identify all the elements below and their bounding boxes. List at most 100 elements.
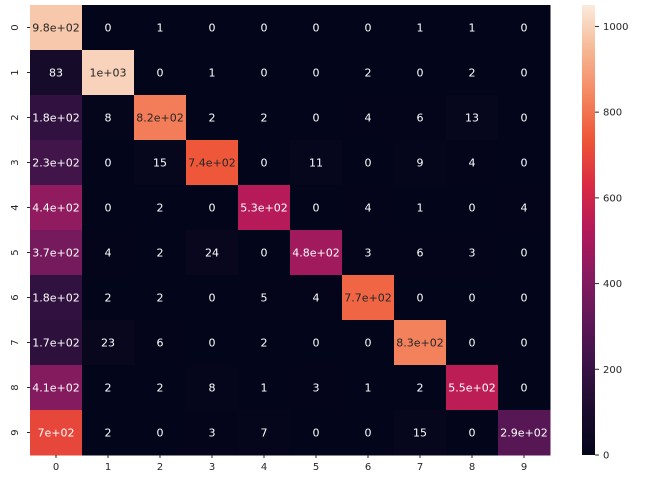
cell-r8-c1 [82, 365, 135, 411]
cell-r5-c6 [342, 230, 395, 276]
cell-label-r3-c2: 15 [153, 157, 167, 170]
cell-r6-c6 [342, 275, 395, 321]
cell-r3-c9 [498, 140, 551, 186]
cell-r1-c7 [394, 50, 447, 96]
cell-label-r6-c3: 0 [209, 292, 216, 305]
cell-label-r3-c3: 7.4e+02 [188, 157, 235, 170]
cell-label-r4-c0: 4.4e+02 [32, 202, 79, 215]
cell-label-r2-c5: 0 [313, 112, 320, 125]
cell-r9-c7 [394, 410, 447, 456]
cell-r9-c9 [498, 410, 551, 456]
cell-label-r8-c8: 5.5e+02 [448, 382, 495, 395]
cell-r7-c2 [134, 320, 187, 366]
cell-label-r2-c4: 2 [261, 112, 268, 125]
cell-r8-c4 [238, 365, 291, 411]
cell-r7-c5 [290, 320, 343, 366]
x-tick-label-6: 6 [365, 462, 371, 473]
cell-r2-c5 [290, 95, 343, 141]
colorbar-tick-label-3: 600 [603, 193, 622, 204]
colorbar-tick-label-4: 800 [603, 108, 622, 119]
colorbar-tick-label-1: 200 [603, 365, 622, 376]
x-tick-label-2: 2 [157, 462, 163, 473]
cell-r9-c6 [342, 410, 395, 456]
y-tick-label-1: 1 [10, 69, 21, 75]
cell-label-r2-c6: 4 [365, 112, 372, 125]
cell-label-r5-c6: 3 [365, 247, 372, 260]
cell-label-r9-c3: 3 [209, 427, 216, 440]
y-tick-label-8: 8 [10, 384, 21, 390]
cell-label-r7-c6: 0 [365, 337, 372, 350]
heatmap-cells [30, 5, 551, 456]
cell-label-r2-c7: 6 [417, 112, 424, 125]
cell-label-r7-c1: 23 [101, 337, 115, 350]
heatmap-annotations: 9.8e+02 0 1 0 0 0 0 1 1 083 1e+03 0 1 0 0 2 0 2 01.8e+02 8 8… [32, 22, 547, 440]
cell-r4-c0 [30, 185, 83, 231]
cell-r3-c0 [30, 140, 83, 186]
cell-r1-c0 [30, 50, 83, 96]
cell-label-r4-c1: 0 [105, 202, 112, 215]
cell-label-r5-c1: 4 [105, 247, 112, 260]
cell-r2-c6 [342, 95, 395, 141]
cell-r8-c8 [446, 365, 499, 411]
cell-label-r8-c1: 2 [105, 382, 112, 395]
cell-label-r6-c7: 0 [417, 292, 424, 305]
cell-label-r4-c2: 2 [157, 202, 164, 215]
cell-r4-c1 [82, 185, 135, 231]
cell-label-r8-c4: 1 [261, 382, 268, 395]
colorbar: 0 200 400 600 800 1000 [582, 5, 628, 462]
y-tick-label-7: 7 [10, 339, 21, 345]
cell-r5-c7 [394, 230, 447, 276]
cell-r1-c5 [290, 50, 343, 96]
cell-label-r9-c5: 0 [313, 427, 320, 440]
cell-label-r0-c9: 0 [521, 22, 528, 35]
cell-r1-c8 [446, 50, 499, 96]
cell-r2-c2 [134, 95, 187, 141]
x-tick-label-0: 0 [53, 462, 59, 473]
cell-r4-c3 [186, 185, 239, 231]
cell-r4-c7 [394, 185, 447, 231]
cell-label-r2-c1: 8 [105, 112, 112, 125]
cell-label-r1-c4: 0 [261, 67, 268, 80]
cell-label-r4-c9: 4 [521, 202, 528, 215]
cell-r2-c8 [446, 95, 499, 141]
cell-label-r8-c3: 8 [209, 382, 216, 395]
cell-r1-c3 [186, 50, 239, 96]
cell-r4-c6 [342, 185, 395, 231]
cell-label-r3-c6: 0 [365, 157, 372, 170]
cell-label-r7-c0: 1.7e+02 [32, 337, 79, 350]
cell-r7-c9 [498, 320, 551, 366]
cell-label-r1-c3: 1 [209, 67, 216, 80]
cell-r4-c4 [238, 185, 291, 231]
x-tick-label-7: 7 [417, 462, 423, 473]
cell-r5-c0 [30, 230, 83, 276]
x-tick-label-4: 4 [261, 462, 267, 473]
cell-label-r5-c3: 24 [205, 247, 219, 260]
cell-label-r0-c2: 1 [157, 22, 164, 35]
cell-r7-c8 [446, 320, 499, 366]
cell-r3-c1 [82, 140, 135, 186]
cell-r0-c3 [186, 5, 239, 51]
cell-label-r4-c5: 0 [313, 202, 320, 215]
cell-r6-c8 [446, 275, 499, 321]
cell-r1-c6 [342, 50, 395, 96]
cell-label-r2-c0: 1.8e+02 [32, 112, 79, 125]
cell-label-r8-c5: 3 [313, 382, 320, 395]
cell-r3-c3 [186, 140, 239, 186]
cell-r1-c2 [134, 50, 187, 96]
cell-label-r0-c8: 1 [469, 22, 476, 35]
cell-r8-c3 [186, 365, 239, 411]
cell-r7-c3 [186, 320, 239, 366]
cell-label-r1-c8: 2 [469, 67, 476, 80]
cell-r5-c2 [134, 230, 187, 276]
cell-label-r9-c6: 0 [365, 427, 372, 440]
colorbar-gradient [582, 5, 595, 455]
cell-r0-c6 [342, 5, 395, 51]
cell-r3-c4 [238, 140, 291, 186]
cell-label-r1-c0: 83 [49, 67, 63, 80]
cell-label-r0-c0: 9.8e+02 [32, 22, 79, 35]
cell-r7-c4 [238, 320, 291, 366]
cell-label-r6-c8: 0 [469, 292, 476, 305]
cell-label-r5-c2: 2 [157, 247, 164, 260]
cell-label-r3-c9: 0 [521, 157, 528, 170]
cell-label-r5-c4: 0 [261, 247, 268, 260]
